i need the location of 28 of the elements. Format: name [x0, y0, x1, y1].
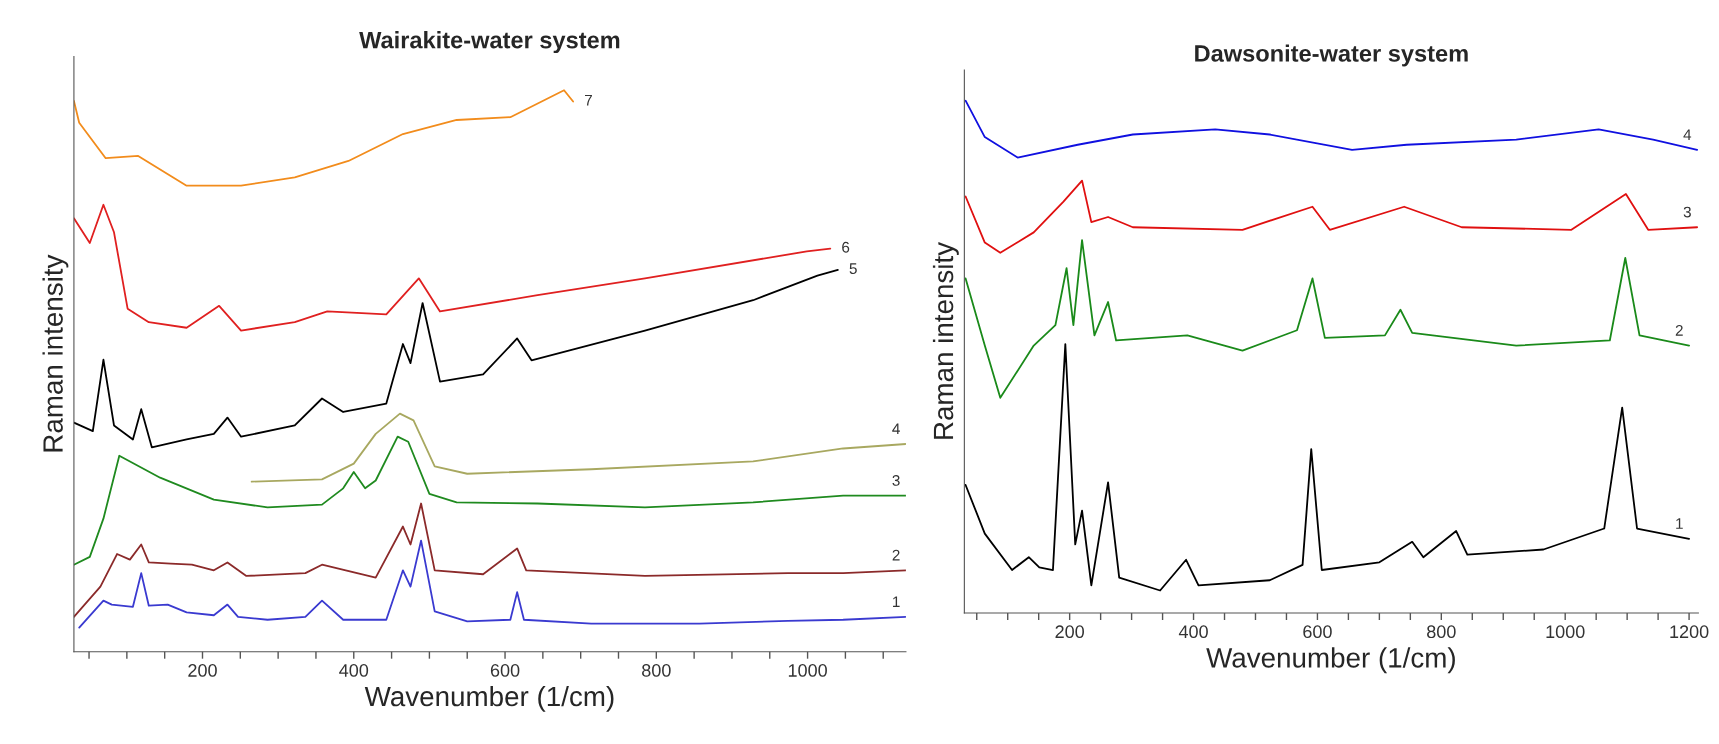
x-tick-label: 1000: [788, 664, 827, 677]
x-tick-label: 200: [1055, 625, 1085, 639]
series-label: 5: [849, 263, 857, 275]
series-label: 6: [842, 241, 850, 253]
series-label: 1: [1676, 518, 1683, 529]
x-axis-title: Wavenumber (1/cm): [1206, 647, 1455, 674]
chart-title: Dawsonite-water system: [1195, 44, 1468, 67]
y-axis-title: Raman intensity: [42, 254, 69, 452]
series-label: 4: [1683, 129, 1692, 140]
x-tick-label: 400: [1178, 625, 1208, 639]
x-tick-label: 800: [642, 664, 671, 677]
x-tick-label: 600: [1303, 625, 1332, 639]
x-tick-label: 400: [339, 664, 369, 677]
series-label: 1: [893, 596, 900, 607]
x-tick-label: 1000: [1546, 625, 1585, 639]
series-label: 2: [892, 549, 900, 561]
x-axis-title: Wavenumber (1/cm): [364, 685, 614, 712]
x-tick-label: 800: [1427, 625, 1456, 639]
series-label: 2: [1675, 324, 1683, 336]
series-label: 3: [892, 475, 900, 486]
x-tick-label: 200: [188, 664, 217, 677]
y-axis-title: Raman intensity: [932, 241, 959, 439]
series-label: 4: [892, 423, 900, 435]
series-label: 7: [585, 94, 592, 106]
x-tick-label: 600: [490, 664, 520, 677]
series-label: 3: [1683, 206, 1691, 218]
x-tick-label: 1200: [1670, 625, 1709, 639]
chart-title: Wairakite-water system: [359, 31, 620, 54]
